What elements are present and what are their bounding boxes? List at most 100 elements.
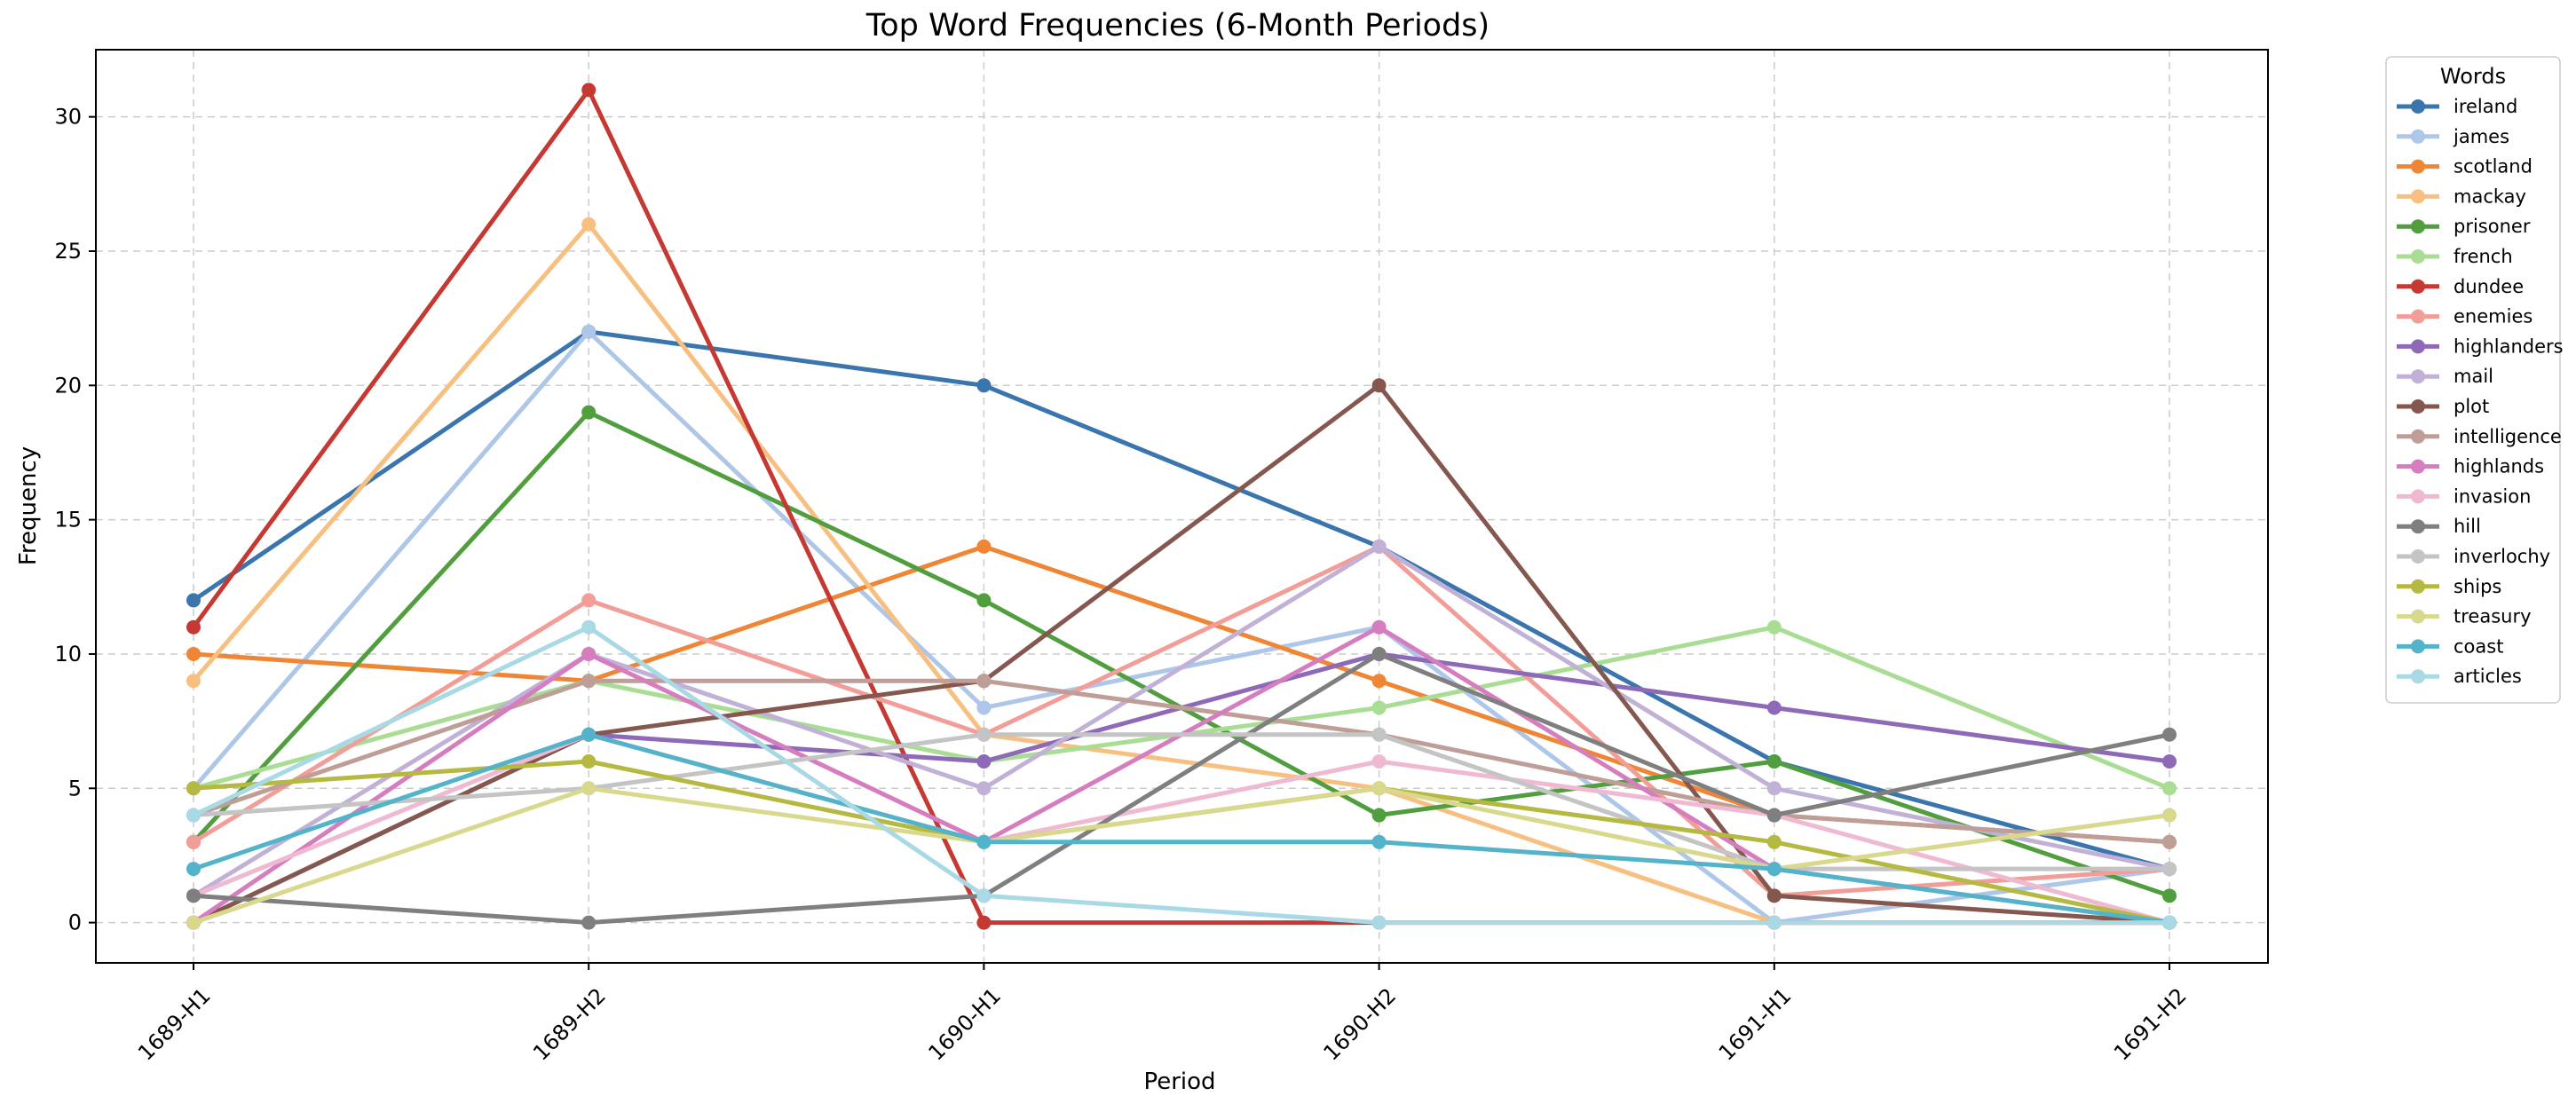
legend-swatch-marker bbox=[2411, 669, 2425, 684]
data-point-intelligence bbox=[581, 674, 597, 689]
data-point-highlands bbox=[581, 646, 597, 661]
series-line-inverlochy bbox=[191, 732, 2172, 871]
data-point-highlanders bbox=[1766, 700, 1782, 715]
data-point-james bbox=[581, 324, 597, 339]
legend-label: ireland bbox=[2454, 96, 2517, 117]
legend-item-french: french bbox=[2397, 246, 2513, 267]
data-point-mail bbox=[1766, 781, 1782, 796]
legend-swatch-marker bbox=[2411, 489, 2425, 504]
data-point-james bbox=[976, 700, 992, 715]
legend-swatch-marker bbox=[2411, 579, 2425, 594]
chart-title: Top Word Frequencies (6-Month Periods) bbox=[865, 8, 1489, 43]
data-point-inverlochy bbox=[976, 727, 992, 742]
y-tick-label: 30 bbox=[54, 105, 82, 130]
y-axis-ticks: 0 5 10 15 20 25 30 bbox=[54, 105, 96, 935]
data-point-highlands bbox=[1371, 619, 1387, 635]
legend-label: french bbox=[2454, 246, 2513, 267]
data-point-coast bbox=[186, 862, 201, 877]
data-point-coast bbox=[1766, 862, 1782, 877]
legend-label: prisoner bbox=[2454, 216, 2531, 237]
data-point-treasury bbox=[581, 781, 597, 796]
legend-swatch-marker bbox=[2411, 309, 2425, 324]
legend-label: treasury bbox=[2454, 606, 2532, 627]
legend-label: articles bbox=[2454, 666, 2522, 687]
legend-item-invasion: invasion bbox=[2397, 485, 2531, 507]
data-point-french bbox=[2162, 781, 2177, 796]
legend-swatch-marker bbox=[2411, 459, 2425, 474]
legend-frame bbox=[2385, 56, 2561, 704]
data-point-highlanders bbox=[2162, 754, 2177, 769]
legend-label: highlands bbox=[2454, 456, 2544, 477]
data-point-plot bbox=[1766, 888, 1782, 903]
y-tick-label: 20 bbox=[54, 373, 82, 398]
data-point-mackay bbox=[186, 674, 201, 689]
data-point-articles bbox=[2162, 915, 2177, 930]
legend-label: plot bbox=[2454, 396, 2489, 417]
series-line-treasury bbox=[191, 785, 2172, 926]
legend-label: hill bbox=[2454, 516, 2481, 537]
legend-item-enemies: enemies bbox=[2397, 306, 2533, 327]
data-point-coast bbox=[976, 834, 992, 849]
data-point-intelligence bbox=[2162, 834, 2177, 849]
data-point-coast bbox=[1371, 834, 1387, 849]
legend-label: mackay bbox=[2454, 185, 2526, 207]
legend-swatch-marker bbox=[2411, 399, 2425, 414]
y-axis-label: Frequency bbox=[15, 446, 42, 565]
legend-swatch-marker bbox=[2411, 249, 2425, 264]
data-point-dundee bbox=[976, 915, 992, 930]
legend-swatch-marker bbox=[2411, 429, 2425, 444]
data-point-french bbox=[1371, 700, 1387, 715]
y-tick-label: 10 bbox=[54, 642, 82, 666]
data-point-hill bbox=[1766, 808, 1782, 823]
legend-swatch-marker bbox=[2411, 339, 2425, 354]
legend-swatch-marker bbox=[2411, 99, 2425, 114]
y-tick-label: 5 bbox=[68, 776, 82, 800]
plot-area-frame bbox=[95, 49, 2269, 964]
legend-label: invasion bbox=[2454, 485, 2531, 507]
legend-item-prisoner: prisoner bbox=[2397, 216, 2531, 237]
legend-items: ireland james scotland mackay prisoner french… bbox=[2397, 96, 2564, 687]
data-point-dundee bbox=[186, 619, 201, 635]
data-point-ireland bbox=[186, 593, 201, 608]
legend-label: coast bbox=[2454, 635, 2503, 657]
data-point-prisoner bbox=[1766, 754, 1782, 769]
data-point-ships bbox=[1766, 834, 1782, 849]
data-point-articles bbox=[1371, 915, 1387, 930]
data-point-articles bbox=[186, 808, 201, 823]
data-point-hill bbox=[581, 915, 597, 930]
data-point-scotland bbox=[186, 646, 201, 661]
legend-swatch-marker bbox=[2411, 189, 2425, 204]
data-point-hill bbox=[2162, 727, 2177, 742]
legend-label: dundee bbox=[2454, 276, 2524, 297]
data-point-scotland bbox=[976, 539, 992, 554]
legend-label: enemies bbox=[2454, 306, 2533, 327]
legend-item-scotland: scotland bbox=[2397, 156, 2533, 177]
series-line-intelligence bbox=[191, 678, 2172, 845]
legend-label: james bbox=[2453, 126, 2509, 147]
legend-label: inverlochy bbox=[2454, 546, 2550, 567]
series-line-invasion bbox=[191, 732, 2172, 926]
data-point-mail bbox=[1371, 539, 1387, 554]
legend-swatch-marker bbox=[2411, 549, 2425, 564]
legend-swatch-marker bbox=[2411, 519, 2425, 534]
legend-swatch-marker bbox=[2411, 369, 2425, 384]
data-point-treasury bbox=[1371, 781, 1387, 796]
legend-item-dundee: dundee bbox=[2397, 276, 2524, 297]
legend: Words ireland james scotland mackay prisoner… bbox=[2385, 56, 2564, 704]
legend-item-intelligence: intelligence bbox=[2397, 426, 2562, 447]
data-point-french bbox=[1766, 619, 1782, 635]
series-line-hill bbox=[191, 651, 2172, 926]
legend-item-james: james bbox=[2397, 126, 2509, 147]
data-point-enemies bbox=[186, 834, 201, 849]
data-point-articles bbox=[581, 619, 597, 635]
legend-item-highlands: highlands bbox=[2397, 456, 2544, 477]
legend-item-coast: coast bbox=[2397, 635, 2503, 657]
legend-swatch-marker bbox=[2411, 279, 2425, 294]
y-tick-label: 15 bbox=[54, 508, 82, 532]
y-tick-label: 25 bbox=[54, 239, 82, 264]
data-point-highlanders bbox=[976, 754, 992, 769]
legend-item-ireland: ireland bbox=[2397, 96, 2517, 117]
data-point-mail bbox=[976, 781, 992, 796]
data-point-treasury bbox=[186, 915, 201, 930]
